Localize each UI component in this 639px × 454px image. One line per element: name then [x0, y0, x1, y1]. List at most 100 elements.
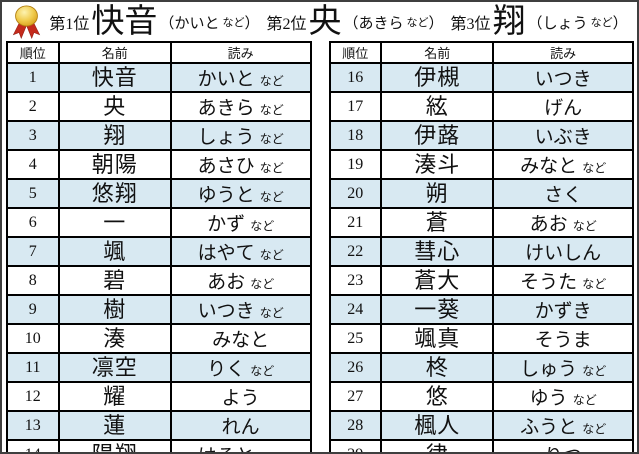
table-row: 14陽翔はるとなど: [6, 439, 312, 452]
name-cell: 律: [380, 439, 495, 452]
rank-cell: 19: [328, 149, 383, 180]
table-row: 6 一かず など: [6, 207, 312, 238]
reading-text: いつき: [534, 69, 592, 90]
ranking-table-left: 順位 名前 読み 1 快音 かいと など 2 央あきら など 3 翔しょう など 4 朝陽 あさひ など 5…: [6, 41, 312, 452]
rank-cell: 17: [328, 91, 383, 122]
reading-etc-text: など: [572, 219, 597, 233]
rank3-reading: しょう: [542, 15, 588, 32]
reading-cell: そうま: [492, 323, 634, 354]
name-cell: 悠翔: [57, 178, 172, 209]
ranking-table-right: 順位 名前 読み 16 伊槻 いつき 17 絃げん 18 伊蕗 いぶき 19 湊斗 みなと など 20 朔…: [328, 41, 635, 452]
reading-cell: いつき など: [169, 294, 312, 325]
reading-etc-text: など: [250, 364, 275, 378]
reading-cell: みなと: [169, 323, 312, 354]
reading-etc-text: など: [582, 277, 607, 291]
rank-cell: 14: [6, 439, 60, 452]
name-cell: 伊槻: [380, 62, 495, 93]
reading-cell: あお など: [169, 265, 312, 296]
table-row: 11 凛空 りく など: [6, 352, 312, 383]
reading-cell: あさひ など: [169, 149, 312, 180]
reading-cell: さく: [492, 178, 634, 209]
rank-cell: 16: [328, 62, 383, 93]
table-row: 1 快音 かいと など: [6, 62, 312, 93]
name-cell: 朔: [380, 178, 495, 209]
reading-text: かずき: [534, 301, 592, 322]
name-cell: 湊斗: [380, 149, 495, 180]
rank-cell: 11: [6, 352, 60, 383]
reading-cell: あお など: [492, 207, 634, 238]
reading-etc-text: など: [582, 161, 607, 175]
rank-cell: 6: [6, 207, 60, 238]
rank-cell: 9: [6, 294, 60, 325]
table-row: 26 柊しゅう など: [328, 352, 634, 383]
table-row: 13 蓮 れん: [6, 410, 312, 441]
reading-text: しゅう: [520, 359, 578, 380]
reading-text: みなと: [212, 330, 270, 351]
name-cell: 一: [57, 207, 172, 238]
reading-text: あお: [529, 214, 568, 235]
reading-cell: りく など: [169, 352, 312, 383]
reading-etc-text: など: [582, 422, 607, 436]
reading-cell: けいしん: [492, 236, 634, 267]
rank-cell: 20: [328, 178, 383, 209]
ranking-header: 第1位 快音 （ かいと など ） 第2位 央 （ あきら など ） 第3位 翔…: [2, 2, 637, 41]
table-row: 22 彗心 けいしん: [328, 236, 634, 267]
reading-cell: かず など: [169, 207, 312, 238]
name-cell: 一葵: [380, 294, 495, 325]
reading-cell: あきら など: [169, 91, 312, 122]
reading-text: さく: [544, 185, 583, 206]
table-header-row: 順位 名前 読み: [6, 41, 312, 64]
rank-cell: 4: [6, 149, 60, 180]
reading-etc-text: など: [259, 306, 284, 320]
name-cell: 颯真: [380, 323, 495, 354]
reading-text: ゆうと: [197, 185, 255, 206]
reading-cell: はやて など: [169, 236, 312, 267]
reading-cell: ふうと など: [492, 410, 634, 441]
rank-cell: 28: [328, 410, 383, 441]
rank-cell: 2: [6, 91, 60, 122]
rank2-label: 第2位: [266, 16, 307, 33]
reading-cell: しょう など: [169, 120, 312, 151]
rank-cell: 24: [328, 294, 383, 325]
reading-etc-text: など: [259, 132, 284, 146]
name-cell: 碧: [57, 265, 172, 296]
column-header-reading: 読み: [169, 41, 312, 64]
reading-cell: りつ: [492, 439, 634, 452]
rank-cell: 23: [328, 265, 383, 296]
rank-cell: 5: [6, 178, 60, 209]
rank-cell: 22: [328, 236, 383, 267]
reading-text: けいしん: [525, 243, 602, 264]
reading-text: かいと: [197, 69, 255, 90]
top3-segment-3: 第3位 翔 （ しょう など ）: [451, 5, 628, 39]
column-header-name: 名前: [380, 41, 495, 64]
reading-cell: みなと など: [492, 149, 634, 180]
name-cell: 柊: [380, 352, 495, 383]
reading-cell: そうた など: [492, 265, 634, 296]
name-cell: 絃: [380, 91, 495, 122]
rank-cell: 29: [328, 439, 383, 452]
reading-text: みなと: [520, 156, 578, 177]
reading-etc-text: など: [582, 364, 607, 378]
paren-close: ）: [428, 15, 444, 32]
name-cell: 耀: [57, 381, 172, 412]
rank1-name: 快音: [91, 3, 158, 40]
name-cell: 翔: [57, 120, 172, 151]
name-cell: 蓮: [57, 410, 172, 441]
reading-text: はやて: [197, 243, 255, 264]
table-row: 8 碧あお など: [6, 265, 312, 296]
table-row: 18 伊蕗 いぶき: [328, 120, 634, 151]
rank1-etc: など: [222, 17, 245, 29]
rank-cell: 8: [6, 265, 60, 296]
reading-cell: いぶき: [492, 120, 634, 151]
table-row: 5 悠翔 ゆうと など: [6, 178, 312, 209]
name-cell: 蒼大: [380, 265, 495, 296]
name-cell: 朝陽: [57, 149, 172, 180]
table-row: 2 央あきら など: [6, 91, 312, 122]
table-row: 17 絃 げん: [328, 91, 634, 122]
rank-cell: 3: [6, 120, 60, 151]
table-row: 10 湊 みなと: [6, 323, 312, 354]
name-cell: 楓人: [380, 410, 495, 441]
table-row: 27 悠ゆう など: [328, 381, 634, 412]
name-cell: 伊蕗: [380, 120, 495, 151]
reading-text: りつ: [544, 446, 582, 452]
